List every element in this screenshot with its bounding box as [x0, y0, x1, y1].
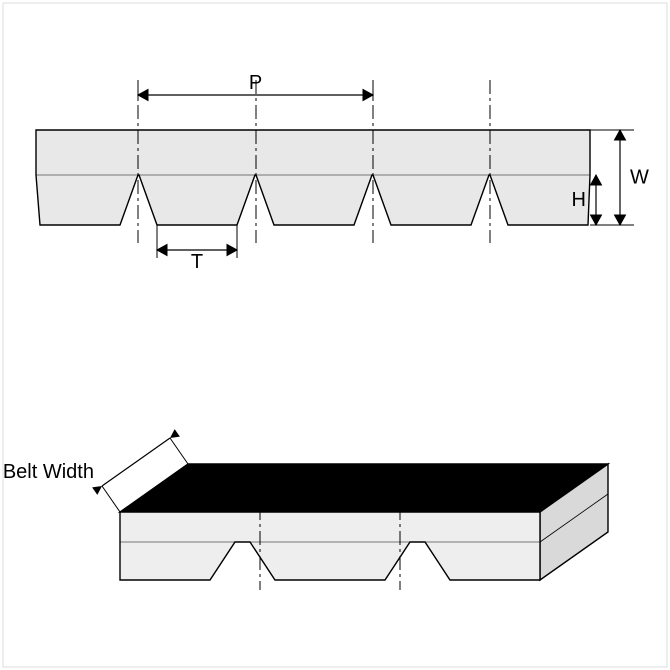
svg-text:H: H [572, 189, 586, 211]
svg-text:W: W [630, 167, 649, 189]
belt-width-dimline [102, 438, 170, 486]
belt-top-face [120, 464, 608, 512]
svg-text:P: P [249, 72, 262, 94]
svg-text:T: T [191, 251, 203, 273]
belt-profile [36, 130, 590, 225]
belt-front-face [120, 512, 540, 580]
belt-width-label: Belt Width [3, 461, 94, 483]
